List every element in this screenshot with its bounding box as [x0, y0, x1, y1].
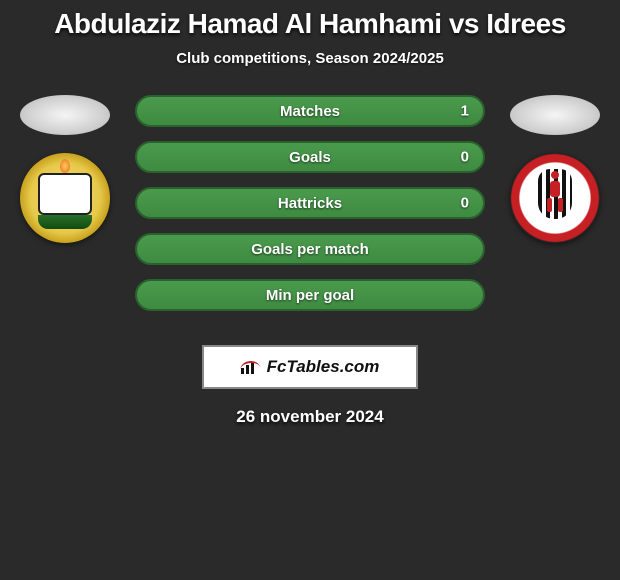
player-left-photo: [20, 95, 110, 135]
player-figure-icon: [547, 171, 563, 215]
club-badge-right: [510, 153, 600, 243]
player-right-photo: [510, 95, 600, 135]
stat-label: Goals per match: [251, 241, 369, 258]
player-left: [10, 95, 120, 243]
stat-label: Min per goal: [266, 287, 354, 304]
stat-row-goals: Goals 0: [135, 141, 485, 173]
stat-row-hattricks: Hattricks 0: [135, 187, 485, 219]
stat-row-mpg: Min per goal: [135, 279, 485, 311]
page-title: Abdulaziz Hamad Al Hamhami vs Idrees: [0, 8, 620, 40]
stat-value-right: 0: [461, 195, 469, 212]
book-icon: [38, 173, 92, 215]
stat-label: Goals: [289, 149, 331, 166]
stat-row-gpm: Goals per match: [135, 233, 485, 265]
flame-icon: [60, 159, 70, 173]
bar-chart-icon: [241, 360, 261, 374]
badge-base: [38, 215, 92, 229]
stat-value-right: 1: [461, 103, 469, 120]
comparison-panel: Matches 1 Goals 0 Hattricks 0 Goals per …: [0, 95, 620, 325]
stat-row-matches: Matches 1: [135, 95, 485, 127]
stat-bars: Matches 1 Goals 0 Hattricks 0 Goals per …: [135, 95, 485, 311]
date-label: 26 november 2024: [0, 407, 620, 427]
player-right: [500, 95, 610, 243]
brand-text: FcTables.com: [267, 357, 380, 377]
club-badge-left: [20, 153, 110, 243]
stat-label: Matches: [280, 103, 340, 120]
stat-label: Hattricks: [278, 195, 342, 212]
brand-box[interactable]: FcTables.com: [202, 345, 418, 389]
subtitle: Club competitions, Season 2024/2025: [0, 50, 620, 67]
stat-value-right: 0: [461, 149, 469, 166]
